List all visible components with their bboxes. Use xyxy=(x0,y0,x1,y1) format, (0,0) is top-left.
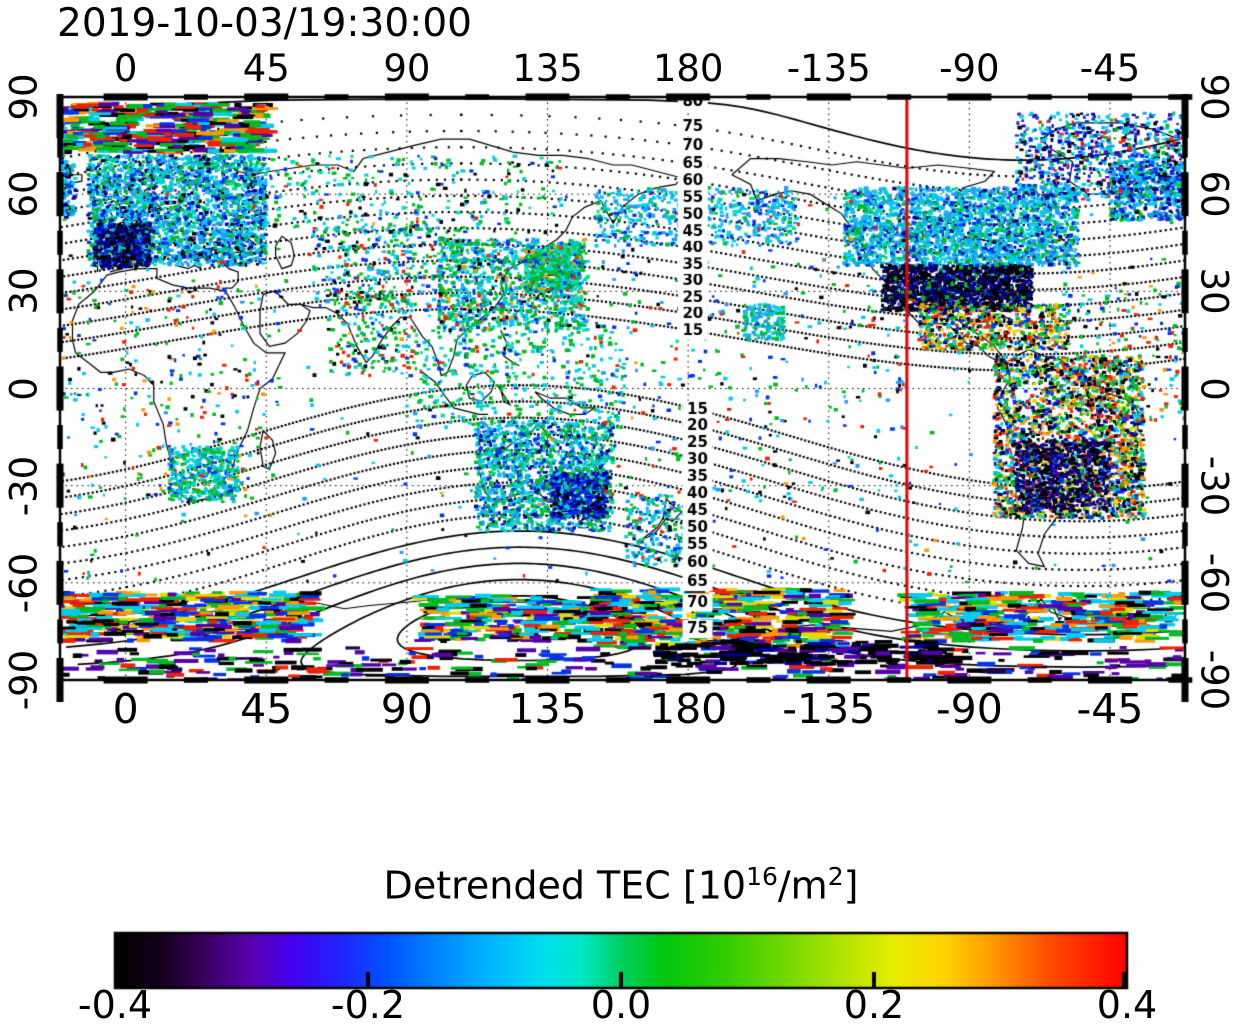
lon-tick-bottom--135: -135 xyxy=(782,685,876,733)
colorbar-tick--0.4: -0.4 xyxy=(77,983,153,1027)
colorbar-tick-0.2: 0.2 xyxy=(843,983,905,1027)
lat-tick-right-0: 0 xyxy=(1192,376,1236,401)
lat-tick-right-60: 60 xyxy=(1192,170,1236,218)
lon-tick-bottom-180: 180 xyxy=(648,685,728,733)
lon-tick-bottom--45: -45 xyxy=(1076,685,1144,733)
colorbar-tick--0.2: -0.2 xyxy=(330,983,406,1027)
colorbar-title: Detrended TEC [1016/m2] xyxy=(384,864,859,905)
lat-tick-left-90: 90 xyxy=(2,73,46,121)
lat-tick-left--60: -60 xyxy=(2,552,46,614)
colorbar-title-sup-2: 2 xyxy=(827,862,844,891)
lat-tick-left-30: 30 xyxy=(2,267,46,315)
lon-tick-top--135: -135 xyxy=(786,47,871,90)
colorbar-title-suffix: ] xyxy=(843,863,859,908)
colorbar-tick-0.4: 0.4 xyxy=(1096,983,1158,1027)
timestamp: 2019-10-03/19:30:00 xyxy=(57,1,472,46)
lon-tick-top-180: 180 xyxy=(652,47,724,90)
lon-tick-bottom-0: 0 xyxy=(112,685,139,733)
lon-tick-bottom--90: -90 xyxy=(935,685,1003,733)
lat-tick-left--30: -30 xyxy=(2,455,46,516)
lon-tick-bottom-90: 90 xyxy=(380,685,433,733)
lat-tick-left-60: 60 xyxy=(2,170,46,218)
lat-tick-right--90: -90 xyxy=(1192,649,1236,711)
lon-tick-bottom-135: 135 xyxy=(508,685,587,733)
lon-tick-bottom-45: 45 xyxy=(240,685,293,733)
lat-tick-right-30: 30 xyxy=(1192,267,1236,315)
colorbar-title-mid: /m xyxy=(777,863,828,908)
lat-tick-right--30: -30 xyxy=(1192,455,1236,516)
lat-tick-right--60: -60 xyxy=(1192,552,1236,614)
lon-tick-top--90: -90 xyxy=(939,47,1000,90)
colorbar-tick-0.0: 0.0 xyxy=(590,983,652,1027)
lat-tick-left-0: 0 xyxy=(2,376,46,401)
lon-tick-top-0: 0 xyxy=(113,47,138,90)
colorbar-title-prefix: Detrended TEC [10 xyxy=(383,863,747,908)
lon-tick-top-90: 90 xyxy=(383,47,431,90)
lat-tick-left--90: -90 xyxy=(2,649,46,711)
lat-tick-right-90: 90 xyxy=(1192,73,1236,121)
lon-tick-top-135: 135 xyxy=(512,47,583,90)
lon-tick-top-45: 45 xyxy=(242,47,290,90)
lon-tick-top--45: -45 xyxy=(1079,47,1141,90)
colorbar-title-sup-16: 16 xyxy=(746,862,778,891)
